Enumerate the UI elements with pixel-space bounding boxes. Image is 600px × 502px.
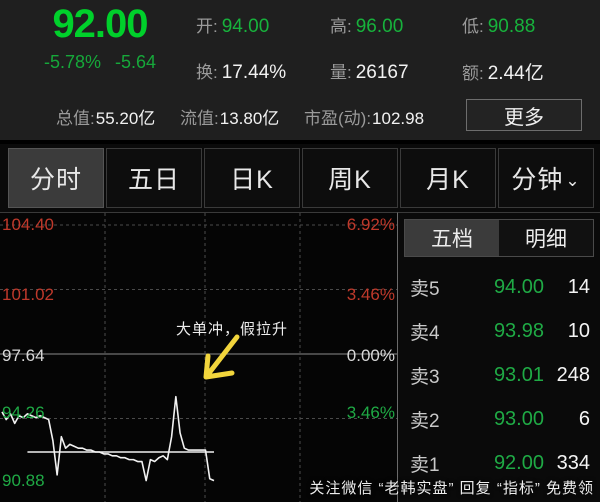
y-axis-pct-mid: 0.00%	[346, 346, 395, 365]
period-tab-label: 周K	[328, 166, 372, 194]
y-axis-pct-high-2: 3.46%	[346, 285, 395, 304]
intraday-chart[interactable]: 104.40 101.02 97.64 94.26 90.88 6.92% 3.…	[0, 212, 398, 502]
order-book-level-label: 卖4	[410, 322, 440, 344]
y-axis-label-low-1: 94.26	[2, 403, 45, 422]
pe-ratio-label: 市盈(动):	[304, 109, 372, 128]
low-label: 低:	[462, 17, 484, 36]
chart-annotation-text: 大单冲，假拉升	[176, 321, 289, 338]
turnover-cell: 换: 17.44%	[196, 58, 286, 84]
more-button[interactable]: 更多	[466, 99, 582, 131]
order-book-row[interactable]: 卖1 92.00 334	[398, 441, 600, 485]
period-tab-5[interactable]: 分钟 ⌄	[498, 148, 594, 208]
order-book-tab-0[interactable]: 五档	[405, 220, 499, 256]
order-book-level-label: 卖2	[410, 410, 440, 432]
order-book-level-label: 卖1	[410, 454, 440, 476]
y-axis-label-high-1: 104.40	[2, 215, 54, 234]
change-percent: -5.78%	[43, 52, 101, 72]
float-cap-value: 13.80亿	[219, 109, 280, 128]
change-row: -5.78% -5.64	[8, 52, 192, 73]
order-book-row[interactable]: 卖5 94.00 14	[398, 265, 600, 309]
amount-label: 额:	[462, 64, 484, 83]
y-axis-label-mid: 97.64	[2, 346, 45, 365]
open-value: 94.00	[221, 16, 270, 37]
order-book-rows: 卖5 94.00 14 卖4 93.98 10 卖3 93.01 248 卖2 93.00 6 卖1 92…	[398, 265, 600, 489]
volume-cell: 量: 26167	[330, 58, 409, 84]
volume-value: 26167	[355, 62, 409, 83]
high-label: 高:	[330, 17, 352, 36]
y-axis-label-low-2: 90.88	[2, 471, 45, 490]
order-book-volume: 10	[567, 319, 590, 342]
order-book-price: 93.00	[493, 407, 544, 430]
open-price-cell: 开: 94.00	[196, 12, 269, 38]
watermark-text: 关注微信 “老韩实盘” 回复 “指标” 免费领	[309, 480, 594, 497]
order-book-panel: 五档 明细 卖5 94.00 14 卖4 93.98 10 卖3 93.01 248 卖2 93.00…	[398, 212, 600, 502]
period-tab-label: 日K	[230, 166, 274, 194]
period-tab-4[interactable]: 月K	[400, 148, 496, 208]
period-tab-3[interactable]: 周K	[302, 148, 398, 208]
float-cap-label: 流值:	[180, 109, 219, 128]
open-label: 开:	[196, 17, 218, 36]
turnover-label: 换:	[196, 63, 218, 82]
order-book-tab-bar: 五档 明细	[404, 219, 594, 257]
price-line	[1, 395, 215, 482]
low-price-cell: 低: 90.88	[462, 12, 535, 38]
period-tab-label: 月K	[426, 166, 470, 194]
order-book-row[interactable]: 卖3 93.01 248	[398, 353, 600, 397]
pe-ratio-cell: 市盈(动): 102.98	[304, 104, 424, 129]
order-book-price: 94.00	[493, 275, 544, 298]
order-book-volume: 248	[556, 363, 590, 386]
order-book-volume: 334	[556, 451, 590, 474]
period-tab-1[interactable]: 五日	[106, 148, 202, 208]
period-tab-label: 分钟	[511, 166, 564, 194]
order-book-volume: 14	[567, 275, 590, 298]
order-book-price: 92.00	[493, 451, 544, 474]
chevron-down-icon: ⌄	[565, 170, 581, 190]
last-price: 92.00	[52, 2, 148, 46]
period-tab-label: 分时	[29, 166, 82, 194]
quote-header-panel: 92.00 -5.78% -5.64 开: 94.00 高: 96.00 低: …	[0, 0, 600, 140]
market-cap-cell: 总值: 55.20亿	[56, 104, 155, 129]
pe-ratio-value: 102.98	[372, 109, 425, 128]
order-book-level-label: 卖5	[410, 278, 440, 300]
amount-value: 2.44亿	[487, 63, 544, 84]
market-cap-value: 55.20亿	[95, 109, 156, 128]
order-book-level-label: 卖3	[410, 366, 440, 388]
amount-cell: 额: 2.44亿	[462, 58, 544, 85]
period-tab-0[interactable]: 分时	[8, 148, 104, 208]
chart-canvas	[0, 213, 397, 502]
order-book-row[interactable]: 卖2 93.00 6	[398, 397, 600, 441]
high-value: 96.00	[355, 16, 404, 37]
low-value: 90.88	[487, 16, 536, 37]
order-book-row[interactable]: 卖4 93.98 10	[398, 309, 600, 353]
order-book-tab-1[interactable]: 明细	[499, 220, 593, 256]
order-book-price: 93.01	[493, 363, 544, 386]
y-axis-label-high-2: 101.02	[2, 285, 54, 304]
period-tab-bar: 分时 五日 日K 周K 月K 分钟 ⌄	[0, 144, 600, 212]
y-axis-pct-high-1: 6.92%	[346, 215, 395, 234]
annotation-arrow-icon	[203, 334, 240, 380]
market-cap-label: 总值:	[56, 109, 95, 128]
high-price-cell: 高: 96.00	[330, 12, 403, 38]
order-book-price: 93.98	[493, 319, 544, 342]
volume-label: 量:	[330, 63, 352, 82]
y-axis-pct-low-1: 3.46%	[346, 403, 395, 422]
order-book-volume: 6	[578, 407, 590, 430]
change-value: -5.64	[115, 52, 157, 72]
turnover-value: 17.44%	[221, 62, 287, 83]
period-tab-label: 五日	[127, 166, 180, 194]
float-cap-cell: 流值: 13.80亿	[180, 104, 279, 129]
period-tab-2[interactable]: 日K	[204, 148, 300, 208]
